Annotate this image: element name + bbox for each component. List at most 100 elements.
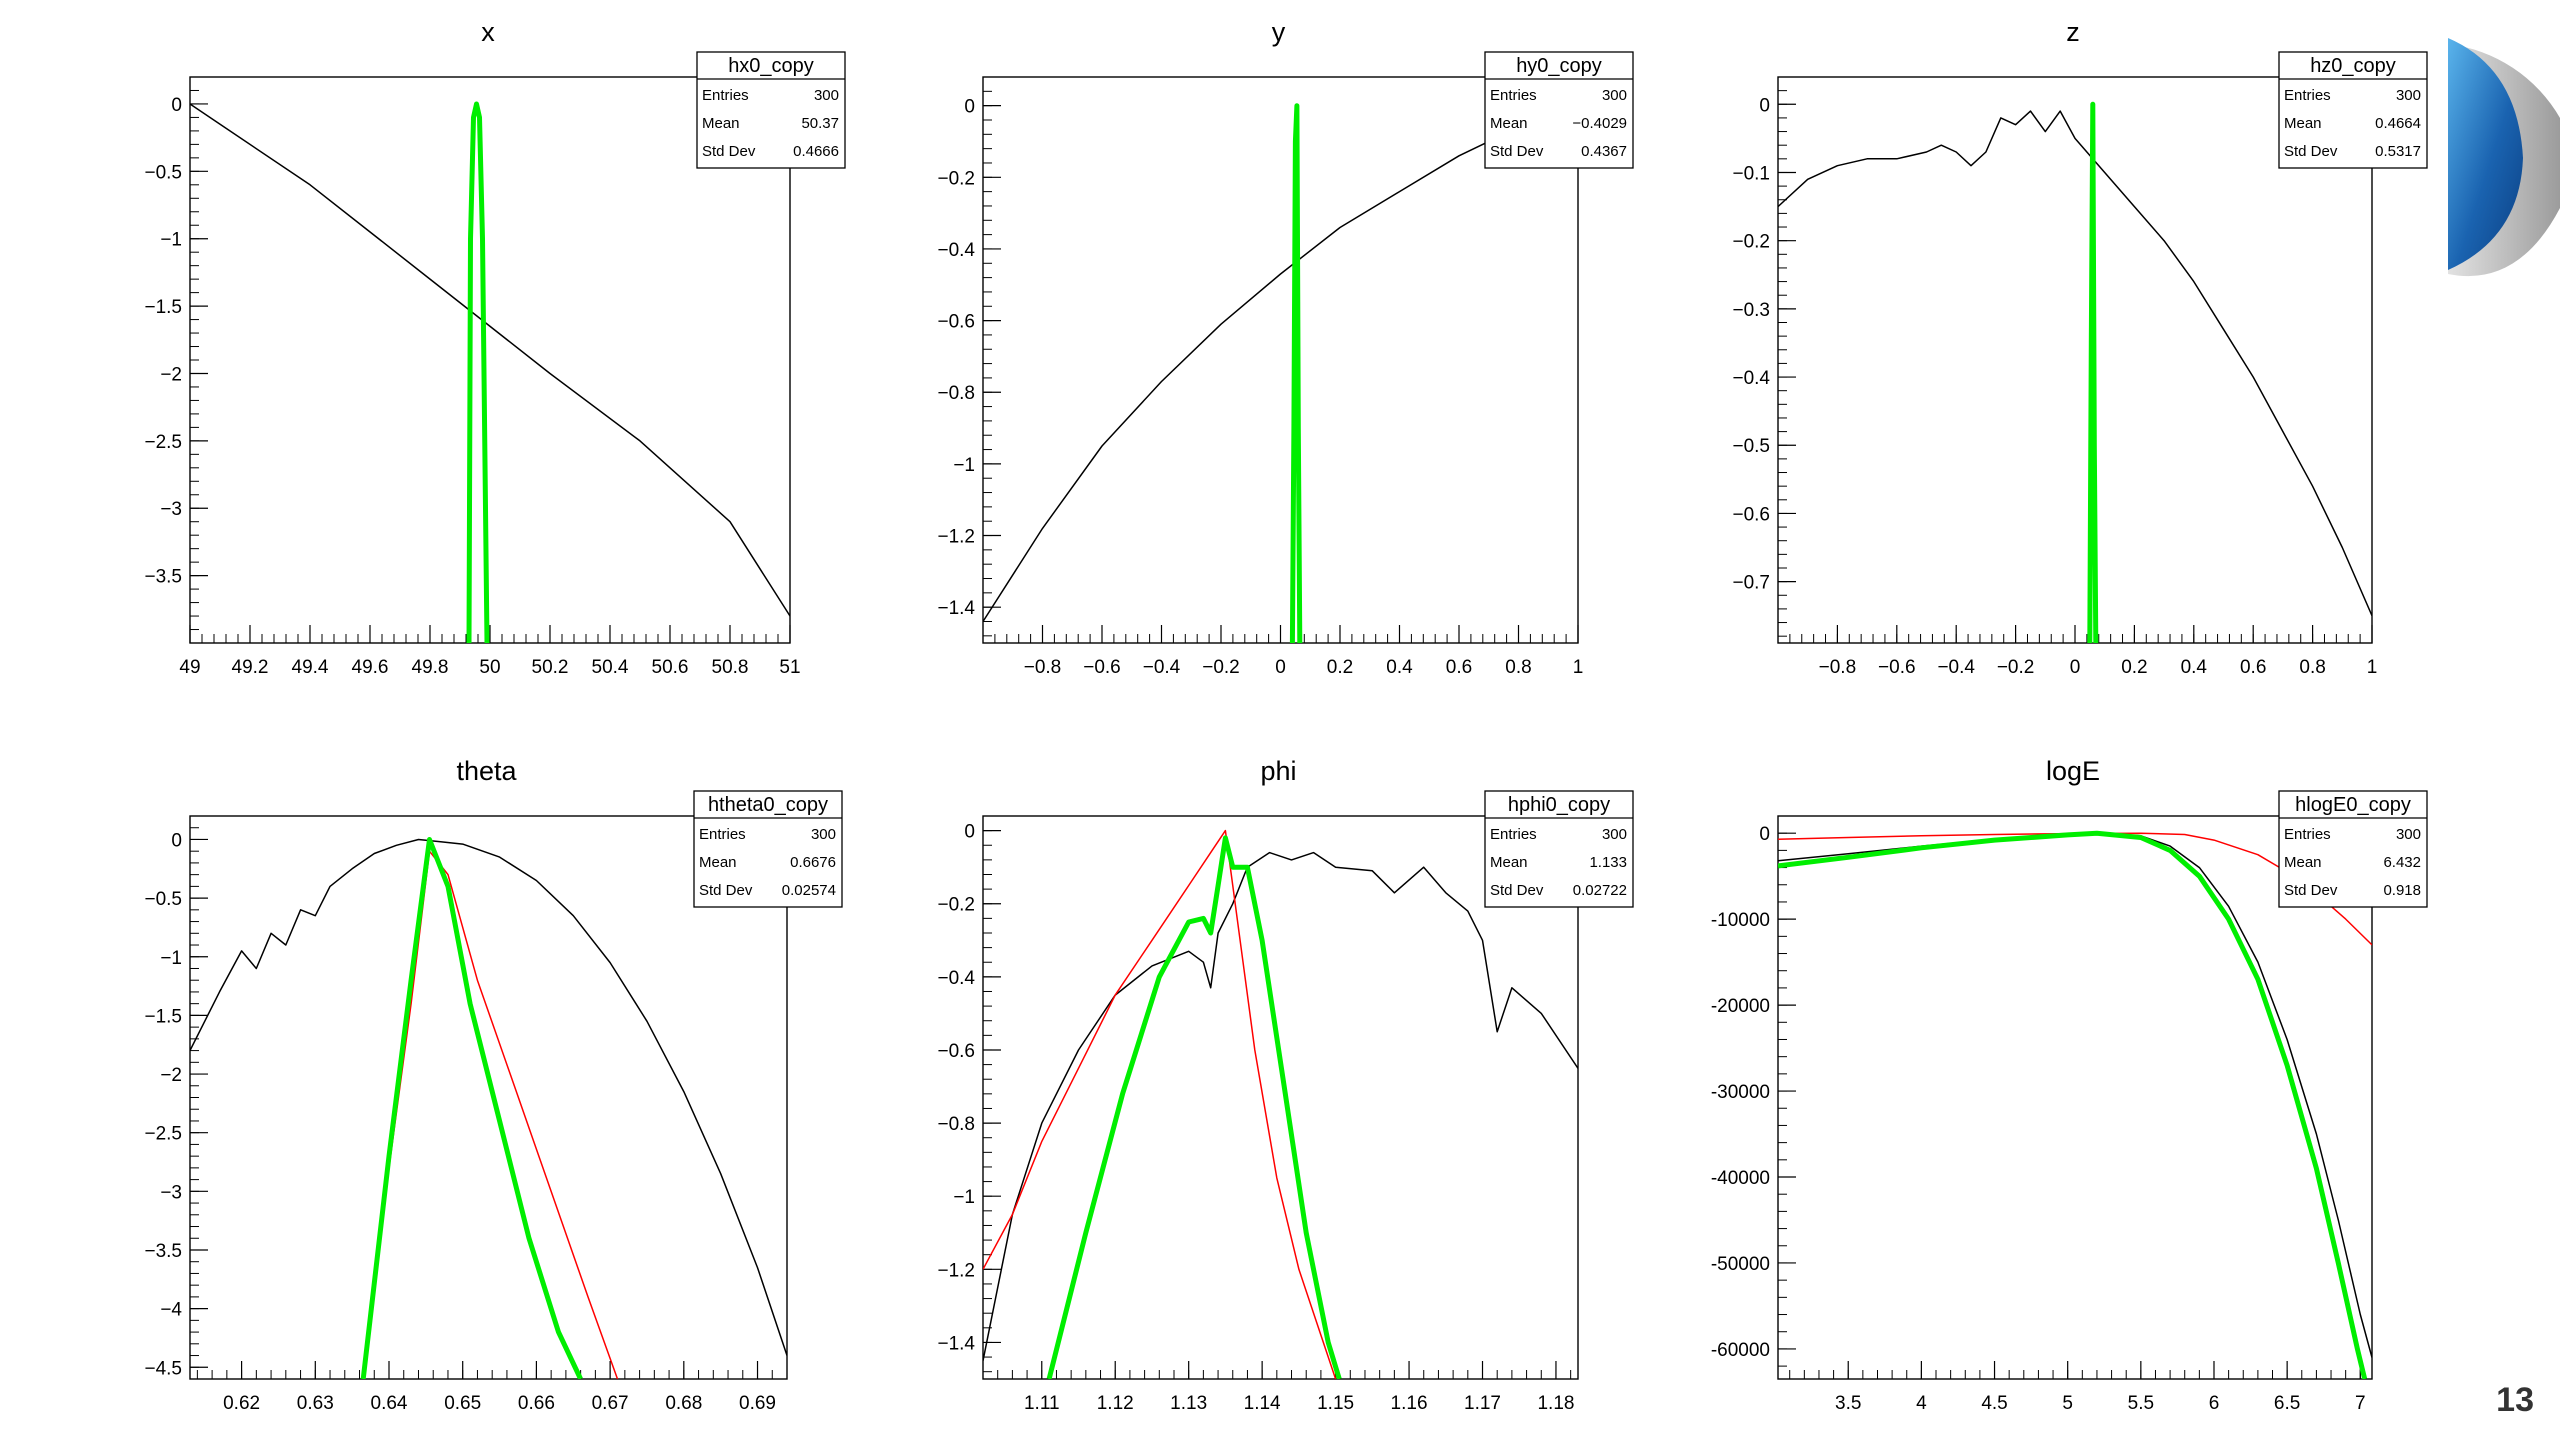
stats-name: hx0_copy <box>728 55 814 77</box>
series-line <box>1778 832 2372 1358</box>
y-tick-label: −0.5 <box>144 889 182 910</box>
y-tick-label: −2.5 <box>144 1124 182 1145</box>
x-tick-label: 51 <box>779 657 800 678</box>
stats-box: hy0_copy Entries 300 Mean −0.4029 Std Dev 0.43… <box>1484 51 1634 169</box>
stats-label: Mean <box>2284 854 2322 871</box>
x-tick-label: 0.66 <box>518 1393 555 1414</box>
y-tick-label: -60000 <box>1711 1340 1770 1361</box>
stats-name: htheta0_copy <box>708 794 828 816</box>
series-line <box>1778 830 2368 1379</box>
x-tick-label: 1 <box>2367 657 2378 678</box>
stats-box: hx0_copy Entries 300 Mean 50.37 Std Dev 0.4666 <box>696 51 846 169</box>
stats-value: 0.02574 <box>782 882 836 899</box>
y-tick-label: −0.4 <box>937 240 975 261</box>
stats-box: hz0_copy Entries 300 Mean 0.4664 Std Dev 0.531… <box>2278 51 2428 169</box>
y-tick-label: 0 <box>1759 824 1770 845</box>
x-tick-label: 1.17 <box>1464 1393 1501 1414</box>
stats-value: 50.37 <box>801 115 839 132</box>
x-tick-label: 0.63 <box>297 1393 334 1414</box>
y-tick-label: −0.4 <box>937 968 975 989</box>
x-tick-label: 1.14 <box>1244 1393 1281 1414</box>
x-tick-label: 0.8 <box>1505 657 1531 678</box>
series-line <box>466 101 490 643</box>
stats-label: Entries <box>1490 826 1537 843</box>
stats-label: Mean <box>1490 115 1528 132</box>
x-tick-label: −0.6 <box>1878 657 1916 678</box>
x-tick-label: −0.4 <box>1143 657 1181 678</box>
y-tick-label: −0.1 <box>1732 163 1770 184</box>
y-tick-label: −1 <box>160 230 182 251</box>
stats-value: 300 <box>814 87 839 104</box>
y-tick-label: −4.5 <box>144 1358 182 1379</box>
series-line <box>983 851 1578 1361</box>
stats-box-frame <box>1484 790 1634 908</box>
x-tick-label: 1.13 <box>1170 1393 1207 1414</box>
stats-label: Entries <box>702 87 749 104</box>
series-line <box>1046 835 1342 1379</box>
x-tick-label: 0.64 <box>371 1393 408 1414</box>
y-tick-label: 0 <box>964 822 975 843</box>
series-line <box>1289 103 1303 643</box>
plot-frame <box>1777 815 2373 1380</box>
x-tick-label: 0.4 <box>1386 657 1413 678</box>
series-line <box>362 850 619 1379</box>
x-tick-label: −0.4 <box>1937 657 1975 678</box>
histogram-panel-z: z −0.8 −0.6 −0.4 −0.2 0 0.2 0.4 0.6 0.8 1 0 −0.1 −0.2… <box>1732 17 2428 678</box>
y-tick-label: −1.4 <box>937 1333 975 1354</box>
series-line <box>190 838 787 1356</box>
x-tick-label: 4 <box>1916 1393 1927 1414</box>
x-tick-label: 6 <box>2209 1393 2220 1414</box>
x-tick-label: 49.6 <box>352 657 389 678</box>
chart-title: logE <box>2046 756 2100 786</box>
x-tick-label: 4.5 <box>1981 1393 2007 1414</box>
series-line <box>2087 101 2099 643</box>
x-tick-label: 7 <box>2355 1393 2366 1414</box>
stats-label: Mean <box>699 854 737 871</box>
x-tick-label: 49.2 <box>232 657 269 678</box>
stats-name: hphi0_copy <box>1508 794 1610 816</box>
y-tick-label: 0 <box>171 830 182 851</box>
y-tick-label: 0 <box>964 97 975 118</box>
stats-label: Mean <box>2284 115 2322 132</box>
x-tick-label: 0 <box>2070 657 2081 678</box>
stats-box: hlogE0_copy Entries 300 Mean 6.432 Std Dev 0.9… <box>2278 790 2428 908</box>
y-tick-label: −0.2 <box>937 895 975 916</box>
slide-number: 13 <box>2496 1381 2534 1419</box>
x-tick-label: 50 <box>479 657 500 678</box>
y-tick-label: −1 <box>160 948 182 969</box>
y-tick-label: −1.5 <box>144 297 182 318</box>
stats-value: 300 <box>1602 87 1627 104</box>
x-tick-label: 0 <box>1275 657 1286 678</box>
x-tick-label: −0.8 <box>1819 657 1857 678</box>
y-tick-label: −3 <box>160 499 182 520</box>
x-tick-label: 0.67 <box>592 1393 629 1414</box>
stats-name: hz0_copy <box>2310 55 2396 77</box>
y-tick-label: −0.7 <box>1732 573 1770 594</box>
histogram-panel-x: x 49 49.2 49.4 49.6 49.8 50 50.2 50.4 50.6 50.8 51 0… <box>144 17 846 678</box>
histogram-panel-logE: logE 3.5 4 4.5 5 5.5 6 6.5 7 0 -10000 -20000 -30000 -… <box>1711 756 2428 1414</box>
x-tick-label: 49.4 <box>292 657 329 678</box>
y-tick-label: −0.5 <box>144 162 182 183</box>
y-tick-label: −0.5 <box>1732 436 1770 457</box>
x-tick-label: 5.5 <box>2128 1393 2154 1414</box>
x-tick-label: 0.65 <box>444 1393 481 1414</box>
stats-value: 0.6676 <box>790 854 836 871</box>
stats-value: 0.918 <box>2383 882 2421 899</box>
x-tick-label: 0.69 <box>739 1393 776 1414</box>
y-tick-label: −1.2 <box>937 527 975 548</box>
stats-value: 300 <box>1602 826 1627 843</box>
stats-box-frame <box>696 51 846 169</box>
stats-value: 300 <box>2396 826 2421 843</box>
y-tick-label: −3.5 <box>144 567 182 588</box>
x-tick-label: 3.5 <box>1835 1393 1861 1414</box>
stats-value: 300 <box>2396 87 2421 104</box>
y-tick-label: -30000 <box>1711 1082 1770 1103</box>
x-tick-label: 49.8 <box>412 657 449 678</box>
y-tick-label: −1.5 <box>144 1006 182 1027</box>
stats-value: 0.4664 <box>2375 115 2421 132</box>
x-tick-label: 49 <box>179 657 200 678</box>
stats-value: −0.4029 <box>1572 115 1627 132</box>
stats-value: 0.5317 <box>2375 143 2421 160</box>
stats-box-frame <box>693 790 843 908</box>
stats-box: hphi0_copy Entries 300 Mean 1.133 Std Dev 0.02… <box>1484 790 1634 908</box>
